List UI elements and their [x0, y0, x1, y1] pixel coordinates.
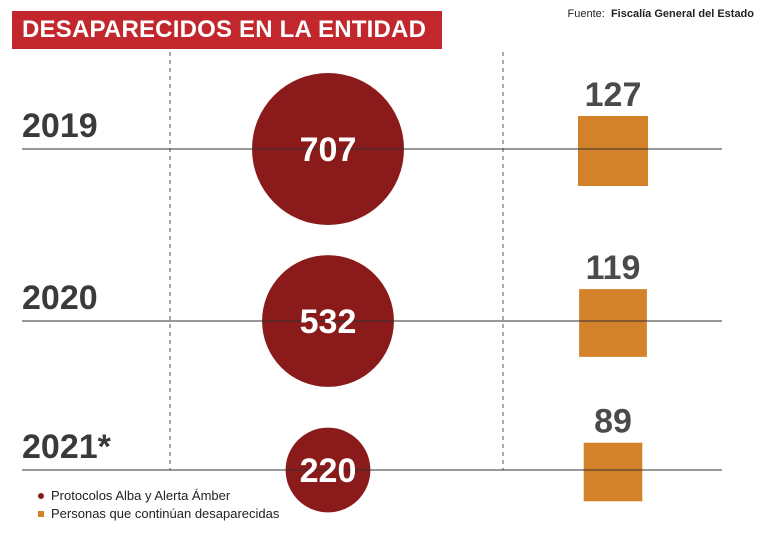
- legend-label-personas: Personas que continúan desaparecidas: [51, 506, 280, 521]
- title-banner: DESAPARECIDOS EN LA ENTIDAD: [12, 11, 442, 49]
- year-label-0: 2019: [22, 107, 98, 145]
- circle-value-label-1: 532: [300, 303, 357, 341]
- legend-item-protocolos: Protocolos Alba y Alerta Ámber: [38, 488, 230, 503]
- legend-label-protocolos: Protocolos Alba y Alerta Ámber: [51, 488, 231, 503]
- square-value-label-2: 89: [594, 403, 632, 441]
- circle-value-label-0: 707: [300, 131, 357, 169]
- square-value-label-0: 127: [585, 76, 642, 114]
- source-name: Fiscalía General del Estado: [610, 8, 754, 20]
- legend-square-icon: [38, 510, 44, 517]
- source-note: Fuente: Fiscalía General del Estado: [568, 8, 755, 20]
- square-mark-1: [579, 289, 647, 357]
- square-mark-0: [578, 116, 648, 186]
- circle-value-label-2: 220: [300, 452, 357, 490]
- year-label-2: 2021*: [22, 428, 112, 466]
- legend-item-personas: Personas que continúan desaparecidas: [38, 506, 279, 521]
- legend-circle-icon: [38, 492, 44, 499]
- source-label: Fuente:: [567, 8, 605, 20]
- year-label-1: 2020: [22, 279, 98, 317]
- square-mark-2: [583, 442, 643, 502]
- square-value-label-1: 119: [586, 249, 641, 287]
- chart-title: DESAPARECIDOS EN LA ENTIDAD: [22, 16, 427, 43]
